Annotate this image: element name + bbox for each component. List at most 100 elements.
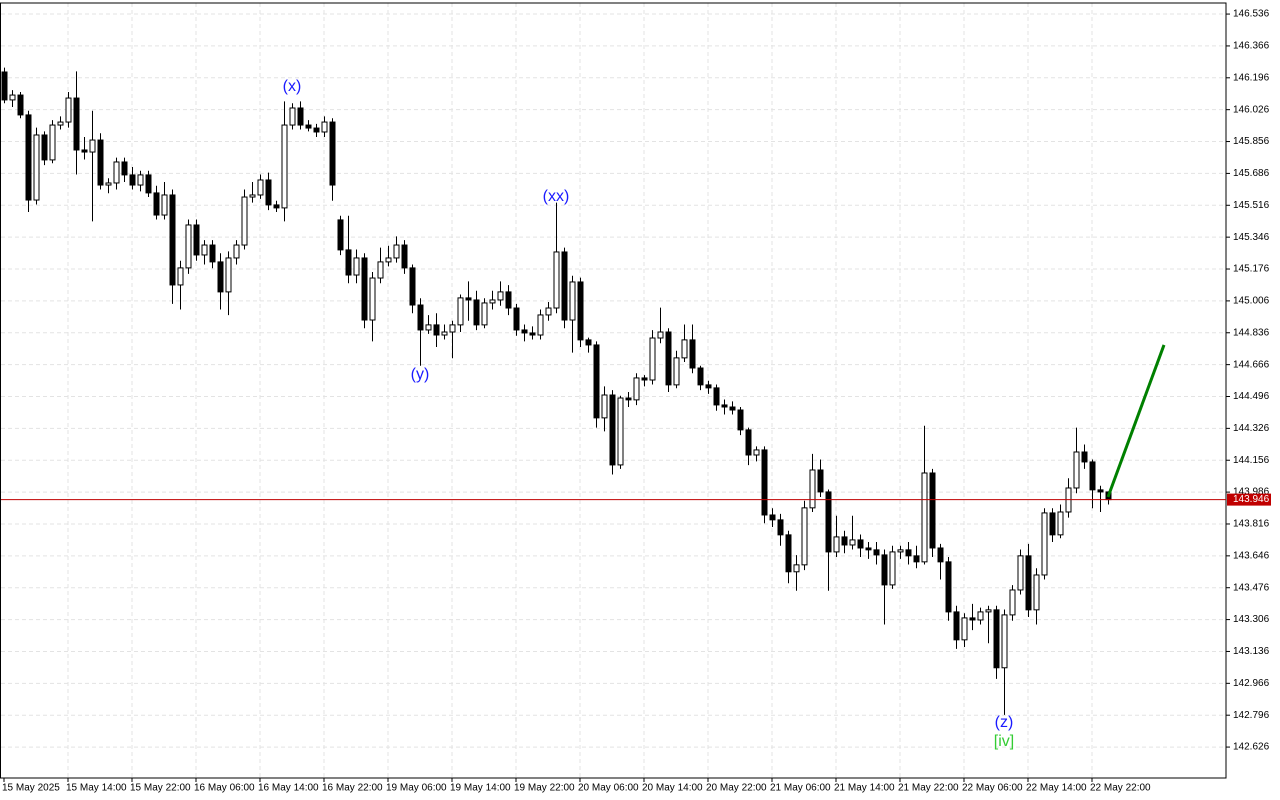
candle-body	[361, 257, 368, 321]
candle-body	[145, 174, 152, 194]
candle-body	[73, 97, 80, 151]
candle-body	[201, 244, 208, 256]
candle-body	[889, 551, 896, 586]
x-tick-label: 19 May 14:00	[450, 783, 511, 794]
candle-body	[473, 299, 480, 326]
candle-body	[241, 196, 248, 246]
candle-body	[97, 139, 104, 186]
candle-body	[545, 307, 552, 316]
candle-body	[1089, 461, 1096, 491]
candle-body	[1009, 589, 1016, 616]
candle-body	[1057, 511, 1064, 536]
candle-body	[729, 406, 736, 411]
x-tick-label: 20 May 06:00	[578, 783, 639, 794]
candle-body	[553, 251, 560, 309]
candle-body	[641, 377, 648, 381]
candle-body	[209, 244, 216, 263]
candle-body	[521, 329, 528, 334]
y-tick-label: 142.796	[1233, 710, 1270, 721]
candle-body	[57, 121, 64, 126]
candle-body	[721, 404, 728, 408]
x-tick-label: 15 May 2025	[2, 783, 60, 794]
candle-body	[41, 134, 48, 161]
y-tick-label: 143.136	[1233, 646, 1270, 657]
candle-body	[457, 297, 464, 326]
candle-body	[313, 127, 320, 133]
y-tick-label: 144.836	[1233, 327, 1270, 338]
candle-body	[169, 194, 176, 286]
x-tick-label: 19 May 06:00	[386, 783, 447, 794]
candle-body	[329, 121, 336, 186]
candle-body	[193, 224, 200, 256]
candle-body	[977, 611, 984, 621]
candle-body	[777, 519, 784, 536]
candle-body	[233, 244, 240, 259]
y-tick-label: 146.026	[1233, 104, 1270, 115]
candle-body	[265, 179, 272, 206]
candle-body	[689, 339, 696, 369]
y-tick-label: 145.006	[1233, 296, 1270, 307]
candle-body	[281, 124, 288, 209]
candle-body	[937, 547, 944, 563]
candle-body	[913, 555, 920, 563]
candle-body	[601, 394, 608, 419]
x-tick-label: 20 May 14:00	[642, 783, 703, 794]
candle-body	[1073, 451, 1080, 489]
current-price-label: 143.946	[1233, 494, 1270, 505]
y-tick-label: 144.496	[1233, 391, 1270, 402]
candle-body	[849, 539, 856, 546]
x-tick-label: 20 May 22:00	[706, 783, 767, 794]
x-tick-label: 19 May 22:00	[514, 783, 575, 794]
x-tick-label: 22 May 22:00	[1090, 783, 1151, 794]
candle-body	[497, 291, 504, 301]
candle-body	[513, 307, 520, 331]
candle-body	[465, 297, 472, 301]
candle-body	[385, 257, 392, 263]
candle-body	[9, 94, 16, 101]
candle-body	[529, 332, 536, 336]
candle-body	[377, 261, 384, 279]
candle-body	[785, 534, 792, 573]
candle-body	[257, 179, 264, 196]
x-tick-label: 15 May 22:00	[130, 783, 191, 794]
y-tick-label: 144.666	[1233, 359, 1270, 370]
candle-body	[409, 267, 416, 306]
candle-body	[673, 357, 680, 386]
candle-body	[481, 302, 488, 326]
candle-body	[801, 507, 808, 566]
candle-body	[321, 121, 328, 133]
candle-body	[177, 267, 184, 286]
candle-body	[617, 397, 624, 466]
candle-body	[817, 469, 824, 493]
candle-body	[345, 249, 352, 276]
candle-body	[649, 337, 656, 381]
candle-body	[1097, 489, 1104, 493]
candle-body	[865, 547, 872, 551]
x-tick-label: 16 May 06:00	[194, 783, 255, 794]
candle-body	[833, 536, 840, 553]
candle-body	[953, 611, 960, 641]
candle-body	[593, 344, 600, 419]
x-tick-label: 16 May 22:00	[322, 783, 383, 794]
candle-body	[681, 339, 688, 359]
candle-body	[153, 192, 160, 216]
candle-body	[921, 472, 928, 563]
candle-body	[81, 149, 88, 153]
x-tick-label: 16 May 14:00	[258, 783, 319, 794]
y-tick-label: 143.476	[1233, 582, 1270, 593]
candle-body	[25, 114, 32, 201]
candle-body	[433, 324, 440, 336]
candle-body	[809, 469, 816, 509]
candle-body	[657, 331, 664, 339]
candle-body	[993, 609, 1000, 669]
candle-body	[49, 124, 56, 161]
wave-label: (z)	[995, 714, 1014, 731]
candle-body	[425, 324, 432, 331]
candle-body	[905, 549, 912, 557]
y-tick-label: 142.966	[1233, 678, 1270, 689]
candle-body	[745, 429, 752, 456]
candle-body	[761, 449, 768, 516]
candle-body	[441, 331, 448, 336]
y-tick-label: 145.856	[1233, 136, 1270, 147]
candle-body	[969, 617, 976, 621]
